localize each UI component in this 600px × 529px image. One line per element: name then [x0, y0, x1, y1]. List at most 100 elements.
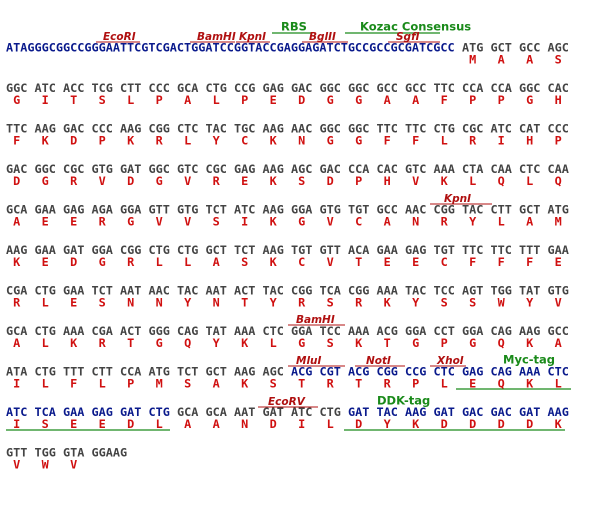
amino-acid: D: [526, 417, 533, 431]
codon: CAA: [491, 162, 512, 176]
amino-acid: D: [355, 417, 362, 431]
amino-acid: S: [441, 296, 448, 310]
codon: CGG: [348, 284, 369, 298]
amino-acid: R: [99, 336, 107, 350]
codon: CGG: [377, 365, 398, 379]
amino-acid: S: [270, 377, 277, 391]
amino-acid: Y: [469, 215, 477, 229]
amino-acid: W: [498, 296, 506, 310]
amino-acid: K: [241, 377, 249, 391]
amino-acid: R: [127, 255, 135, 269]
amino-acid: K: [355, 336, 363, 350]
amino-acid: L: [270, 336, 277, 350]
codon: CGA: [6, 284, 27, 298]
codon: CTG: [434, 122, 455, 136]
codon: AAG: [263, 162, 284, 176]
amino-acid: Y: [384, 417, 392, 431]
codon: GGC: [348, 81, 369, 95]
codon: AAG: [263, 243, 284, 257]
amino-acid: R: [99, 215, 107, 229]
codon: GAT: [120, 162, 141, 176]
amino-acid: E: [384, 255, 391, 269]
amino-acid: R: [13, 296, 21, 310]
site-label: BamHI: [197, 31, 236, 43]
codon: GAT: [120, 405, 141, 419]
codon: CTT: [92, 365, 113, 379]
amino-acid: D: [469, 417, 476, 431]
site-label: MluI: [296, 355, 322, 367]
codon: GAT: [348, 405, 369, 419]
codon: TAC: [177, 284, 198, 298]
codon: CTG: [177, 243, 198, 257]
amino-acid: M: [555, 215, 562, 229]
codon: CGA: [92, 324, 113, 338]
codon: GAA: [63, 405, 84, 419]
codon: TAC: [462, 203, 483, 217]
codon: GTC: [177, 162, 198, 176]
site-label: KpnI: [444, 193, 471, 205]
codon: GAG: [263, 81, 284, 95]
codon: CTG: [35, 284, 56, 298]
amino-acid: G: [327, 134, 334, 148]
amino-acid: G: [412, 336, 419, 350]
amino-acid: F: [70, 377, 77, 391]
amino-acid: G: [13, 93, 20, 107]
amino-acid: Q: [498, 336, 505, 350]
codon: GCA: [206, 405, 227, 419]
amino-acid: I: [13, 417, 20, 431]
codon: GCT: [206, 365, 227, 379]
codon: CGC: [63, 162, 84, 176]
codon: GCT: [519, 203, 540, 217]
codon: ATG: [548, 203, 569, 217]
amino-acid: L: [42, 296, 49, 310]
codon: ATA: [6, 365, 27, 379]
amino-acid: L: [498, 215, 505, 229]
codon: CAC: [377, 162, 398, 176]
codon: CTC: [434, 365, 455, 379]
amino-acid: F: [526, 255, 533, 269]
amino-acid: R: [441, 215, 449, 229]
codon: AAG: [234, 365, 255, 379]
codon: GAC: [6, 162, 27, 176]
codon: TGC: [234, 122, 255, 136]
amino-acid: H: [384, 174, 391, 188]
amino-acid: S: [298, 174, 305, 188]
codon: GGAAG: [92, 446, 128, 460]
codon: ACG: [291, 365, 312, 379]
codon: TAC: [405, 284, 426, 298]
codon: CTA: [462, 162, 483, 176]
amino-acid: F: [412, 134, 419, 148]
site-label: SgfI: [396, 31, 420, 43]
codon: ACG: [377, 324, 398, 338]
codon: CTG: [320, 405, 341, 419]
codon: TTT: [519, 243, 540, 257]
amino-acid: L: [99, 377, 106, 391]
amino-acid: A: [498, 53, 505, 67]
codon: TAC: [206, 122, 227, 136]
codon: TCC: [434, 284, 455, 298]
amino-acid: L: [469, 174, 476, 188]
amino-acid: Q: [498, 377, 505, 391]
codon: ACT: [234, 284, 255, 298]
codon: AGC: [548, 41, 569, 55]
amino-acid: Y: [270, 296, 278, 310]
amino-acid: A: [213, 255, 220, 269]
amino-acid: G: [42, 174, 49, 188]
amino-acid: E: [70, 417, 77, 431]
codon: GGA: [291, 324, 312, 338]
codon: GAA: [377, 243, 398, 257]
amino-acid: Q: [184, 336, 191, 350]
amino-acid: L: [184, 134, 191, 148]
amino-acid: K: [70, 336, 78, 350]
codon: GAA: [63, 284, 84, 298]
codon: ATG: [462, 41, 483, 55]
codon: GCA: [177, 81, 198, 95]
amino-acid: R: [469, 134, 477, 148]
amino-acid: A: [184, 93, 191, 107]
codon: GAG: [462, 365, 483, 379]
codon: GAA: [548, 243, 569, 257]
amino-acid: L: [441, 134, 448, 148]
feature-label: Myc-tag: [503, 353, 555, 367]
codon: CTC: [519, 162, 540, 176]
codon: AAA: [434, 162, 455, 176]
